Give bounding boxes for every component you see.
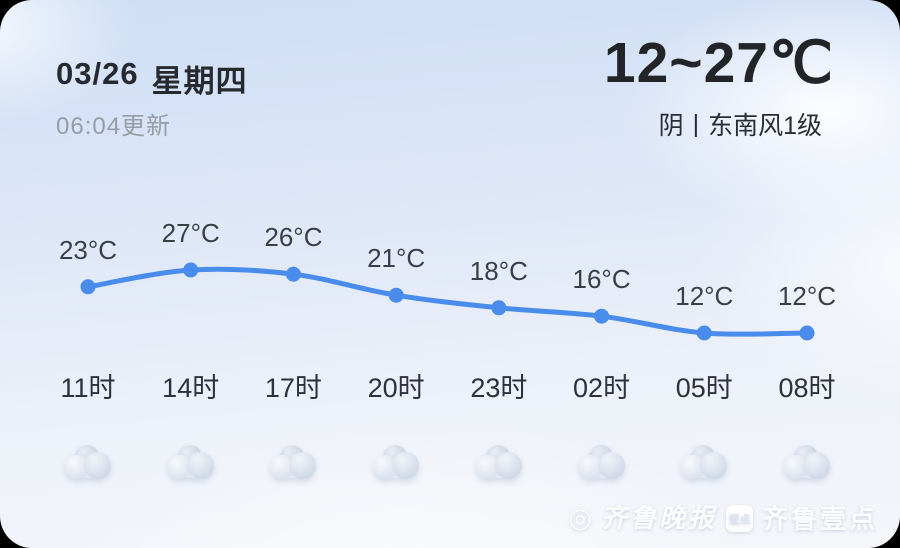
overcast-cloud-icon (578, 445, 625, 479)
overcast-cloud-icon (681, 445, 728, 479)
data-point (285, 266, 301, 282)
date-text: 03/26 (56, 56, 139, 91)
app-badge-icon: 壹点 (725, 505, 753, 532)
overcast-cloud-icon (270, 445, 317, 479)
temp-label: 12°C (777, 281, 837, 311)
update-time: 06:04更新 (56, 113, 172, 140)
condition-text: 阴 (658, 112, 684, 140)
data-point (491, 300, 507, 316)
time-label: 08时 (778, 373, 836, 403)
data-point (799, 325, 815, 341)
temp-label: 26°C (264, 222, 323, 253)
temp-label: 23°C (58, 234, 118, 265)
data-point (388, 287, 404, 303)
wind-text: 东南风1级 (708, 112, 822, 140)
temperature-range: 12~27℃ (603, 31, 834, 95)
weekday-text: 星期四 (151, 64, 248, 99)
time-label: 05时 (675, 373, 733, 403)
press-name: 齐鲁晚报 (600, 503, 717, 534)
time-label: 23时 (470, 373, 528, 403)
temp-label: 21°C (367, 243, 426, 274)
app-badge-text: 壹点 (728, 513, 751, 526)
data-point (696, 325, 712, 341)
time-label: 11时 (60, 373, 116, 403)
data-point (80, 279, 96, 295)
app-name: 齐鲁壹点 (761, 503, 878, 534)
overcast-cloud-icon (167, 445, 214, 479)
date-row: 03/26 星期四 (56, 56, 248, 101)
press-logo-icon: ◎ (568, 503, 592, 533)
watermark: ◎ 齐鲁晚报 壹点 齐鲁壹点 (568, 505, 878, 532)
condition-row: 阴 | 东南风1级 (659, 106, 822, 142)
separator: | (692, 109, 700, 138)
time-label: 14时 (162, 373, 220, 403)
overcast-cloud-icon (65, 445, 111, 479)
temp-label: 18°C (469, 255, 528, 286)
temp-label: 27°C (161, 218, 220, 248)
time-label: 02时 (573, 373, 631, 403)
temp-label: 16°C (572, 264, 631, 295)
time-label: 17时 (264, 373, 322, 403)
overcast-cloud-icon (783, 445, 830, 479)
data-point (594, 308, 610, 324)
time-label: 20时 (367, 373, 425, 403)
temp-label: 12°C (675, 281, 734, 311)
data-point (183, 262, 199, 278)
overcast-cloud-icon (475, 445, 522, 479)
overcast-cloud-icon (373, 445, 420, 479)
